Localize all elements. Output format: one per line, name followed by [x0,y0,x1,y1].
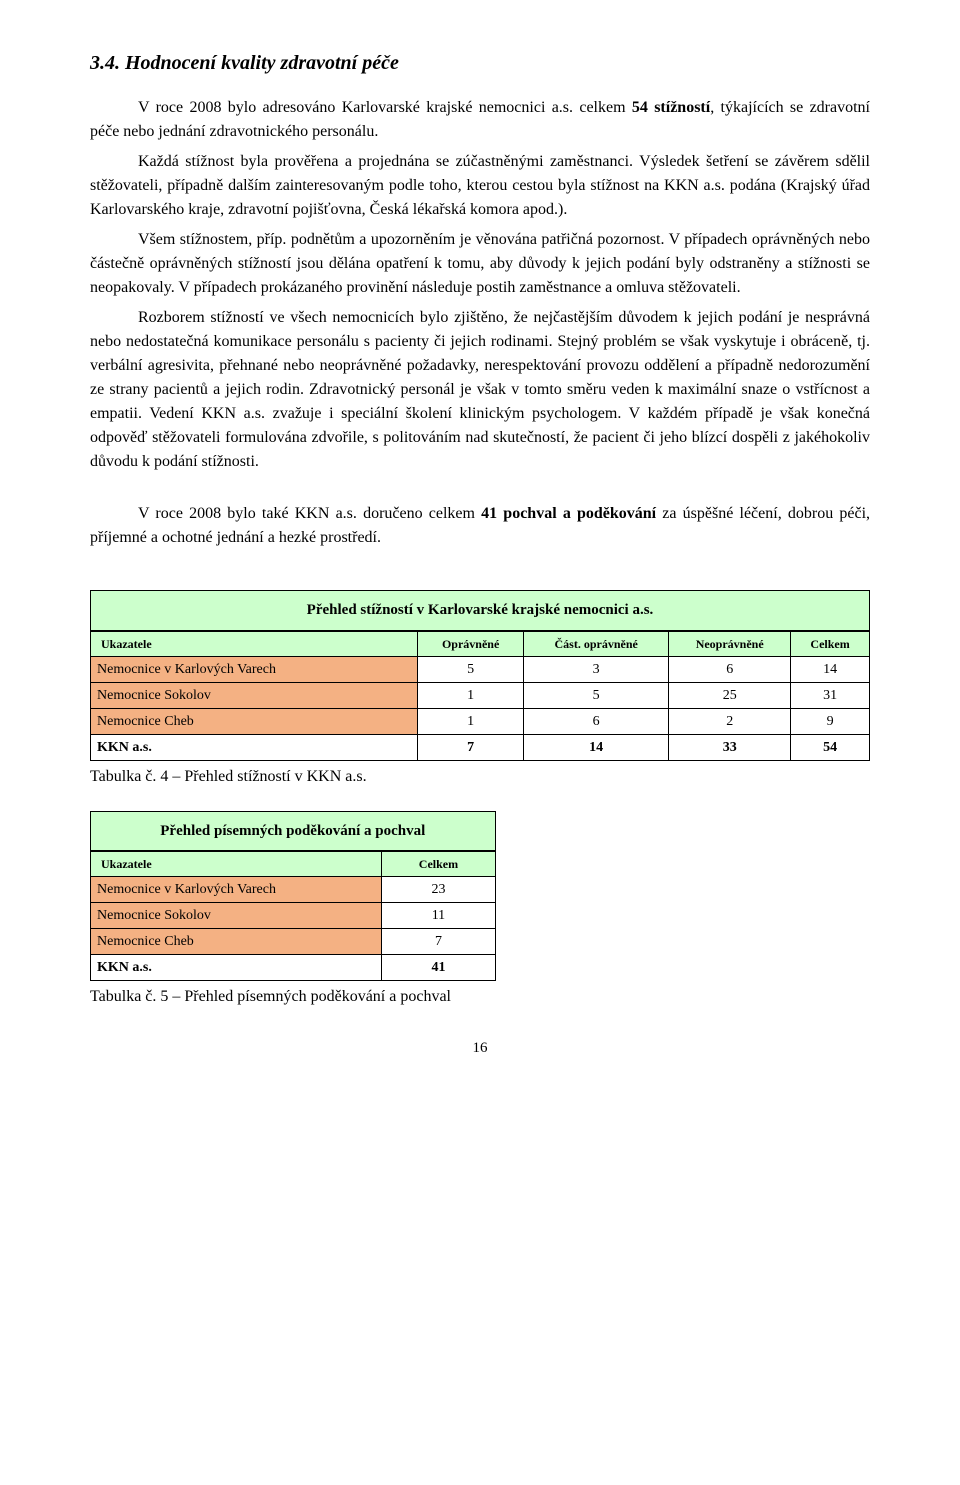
col-ukazatele: Ukazatele [91,631,418,656]
cell: 3 [524,656,669,682]
paragraph-4: Rozborem stížností ve všech nemocnicích … [90,306,870,474]
p5-bold: 41 pochval a poděkování [481,505,656,522]
complaints-table: Přehled stížností v Karlovarské krajské … [90,590,870,761]
col-cast-opravnene: Část. oprávněné [524,631,669,656]
cell: 31 [791,682,870,708]
table-row: Nemocnice Cheb 1 6 2 9 [91,708,870,734]
col-opravnene: Oprávněné [418,631,524,656]
table-total-row: KKN a.s. 41 [91,955,496,981]
table2-note: Tabulka č. 5 – Přehled písemných poděkov… [90,985,870,1009]
cell: 6 [669,656,791,682]
cell: 6 [524,708,669,734]
cell: Nemocnice Cheb [91,708,418,734]
p5-text-a: V roce 2008 bylo také KKN a.s. doručeno … [138,505,481,522]
paragraph-2: Každá stížnost byla prověřena a projedná… [90,150,870,222]
cell: 14 [524,734,669,760]
cell: Nemocnice Sokolov [91,682,418,708]
cell: 1 [418,708,524,734]
table-row: Nemocnice v Karlových Varech 5 3 6 14 [91,656,870,682]
cell: 41 [382,955,495,981]
table-row: Nemocnice Sokolov 1 5 25 31 [91,682,870,708]
cell: KKN a.s. [91,734,418,760]
table-header-row: Ukazatele Oprávněné Část. oprávněné Neop… [91,631,870,656]
p1-bold: 54 stížností [632,99,710,116]
cell: 2 [669,708,791,734]
page-number: 16 [90,1037,870,1060]
table1-note: Tabulka č. 4 – Přehled stížností v KKN a… [90,765,870,789]
cell: 14 [791,656,870,682]
paragraph-3: Všem stížnostem, příp. podnětům a upozor… [90,228,870,300]
paragraph-1: V roce 2008 bylo adresováno Karlovarské … [90,96,870,144]
cell: 7 [382,929,495,955]
cell: 23 [382,877,495,903]
col-celkem: Celkem [791,631,870,656]
cell: 25 [669,682,791,708]
col-ukazatele: Ukazatele [91,852,382,877]
cell: 5 [418,656,524,682]
cell: 7 [418,734,524,760]
complaints-table-title: Přehled stížností v Karlovarské krajské … [90,590,870,631]
thanks-table-title: Přehled písemných poděkování a pochval [90,811,496,852]
section-heading: 3.4. Hodnocení kvality zdravotní péče [90,48,870,78]
cell: Nemocnice v Karlových Varech [91,656,418,682]
col-neopravnene: Neoprávněné [669,631,791,656]
cell: 5 [524,682,669,708]
table-total-row: KKN a.s. 7 14 33 54 [91,734,870,760]
cell: Nemocnice Cheb [91,929,382,955]
paragraph-5: V roce 2008 bylo také KKN a.s. doručeno … [90,502,870,550]
cell: 1 [418,682,524,708]
table-header-row: Ukazatele Celkem [91,852,496,877]
table-row: Nemocnice v Karlových Varech 23 [91,877,496,903]
cell: 54 [791,734,870,760]
cell: 33 [669,734,791,760]
cell: KKN a.s. [91,955,382,981]
cell: 9 [791,708,870,734]
col-celkem: Celkem [382,852,495,877]
cell: 11 [382,903,495,929]
p1-text-a: V roce 2008 bylo adresováno Karlovarské … [138,99,632,116]
table-row: Nemocnice Cheb 7 [91,929,496,955]
table-row: Nemocnice Sokolov 11 [91,903,496,929]
cell: Nemocnice v Karlových Varech [91,877,382,903]
cell: Nemocnice Sokolov [91,903,382,929]
thanks-table: Přehled písemných poděkování a pochval U… [90,811,496,982]
